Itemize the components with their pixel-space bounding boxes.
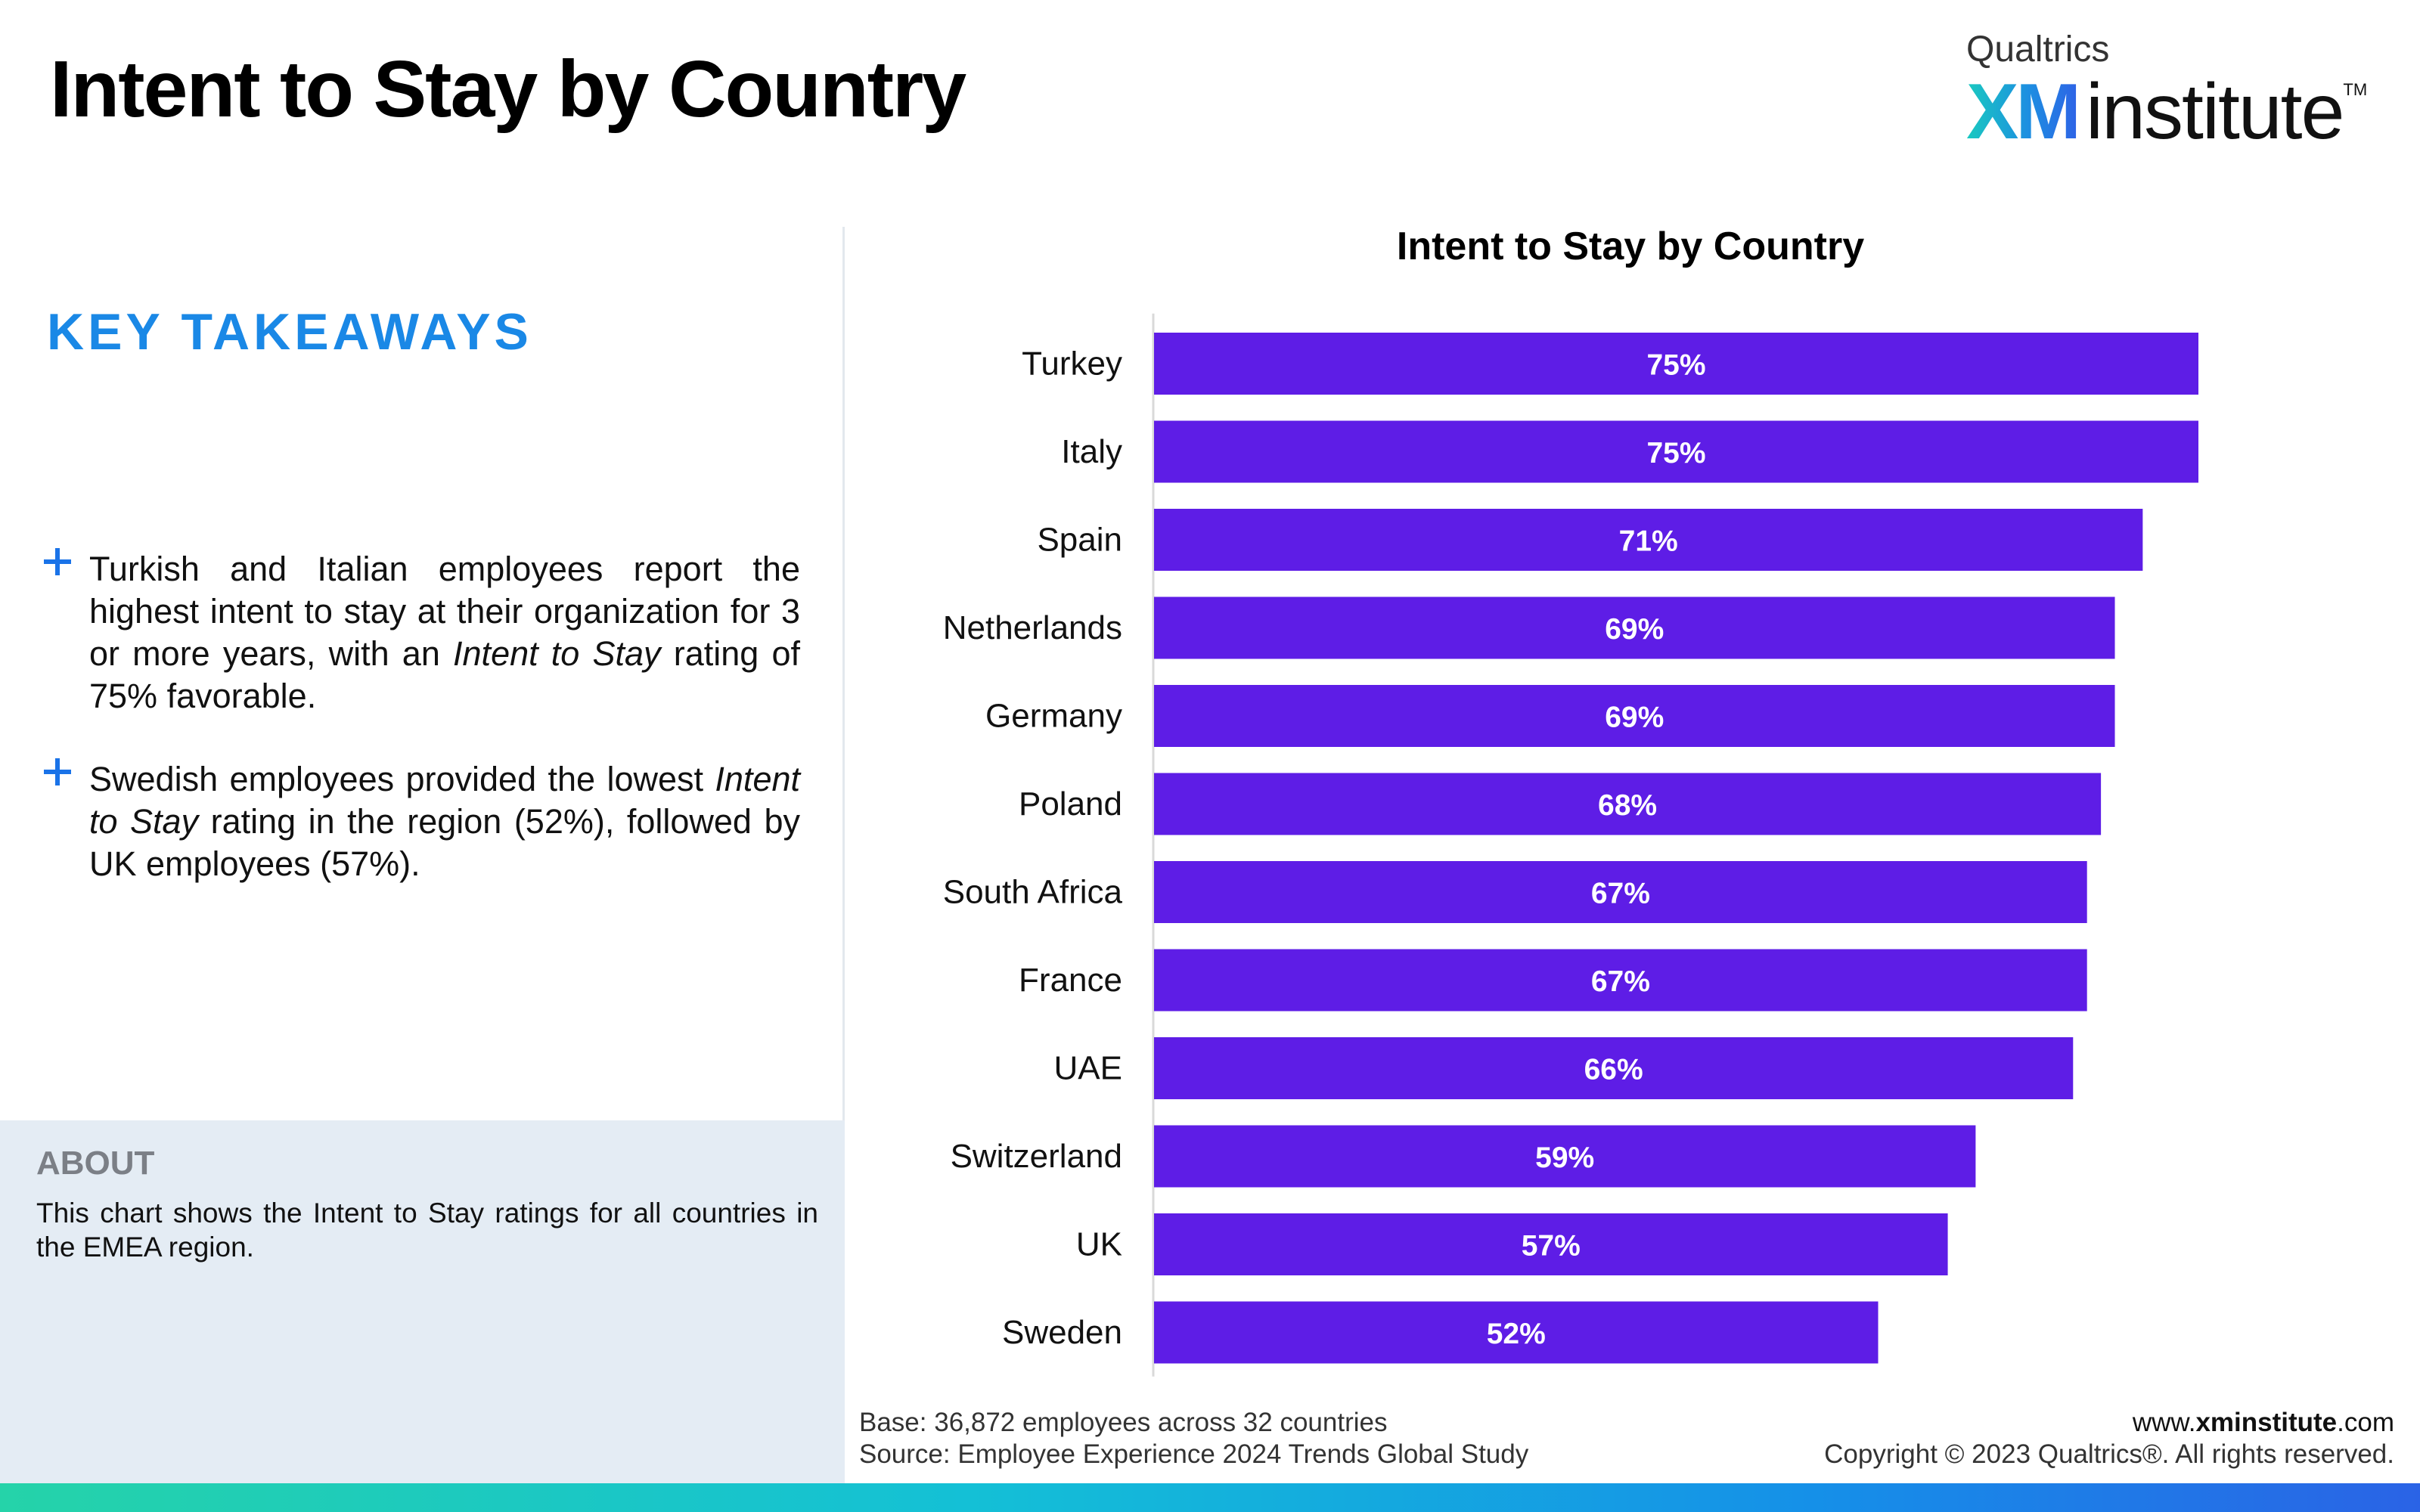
- bar: [1154, 1213, 1948, 1275]
- category-label: France: [1019, 962, 1122, 999]
- category-label: South Africa: [943, 874, 1123, 911]
- data-label: 68%: [1598, 789, 1657, 822]
- takeaway-item: Turkish and Italian employees report the…: [44, 548, 800, 717]
- data-label: 67%: [1591, 878, 1650, 910]
- site-url: www.xminstitute.com: [2133, 1408, 2394, 1438]
- logo-trademark: TM: [2343, 80, 2368, 99]
- data-label: 57%: [1522, 1230, 1581, 1263]
- key-takeaways-title: KEY TAKEAWAYS: [47, 303, 532, 361]
- category-label: Germany: [985, 698, 1122, 735]
- data-label: 66%: [1584, 1054, 1643, 1086]
- category-label: Turkey: [1022, 345, 1122, 383]
- bar: [1154, 1301, 1879, 1364]
- copyright: Copyright © 2023 Qualtrics®. All rights …: [1824, 1439, 2394, 1469]
- category-label: UAE: [1054, 1050, 1122, 1087]
- data-label: 71%: [1619, 525, 1678, 558]
- about-panel: ABOUT This chart shows the Intent to Sta…: [0, 1120, 845, 1483]
- url-prefix: www.: [2132, 1408, 2196, 1437]
- bar: [1154, 1125, 1976, 1188]
- column-divider: [842, 227, 845, 1482]
- takeaway-item: Swedish employees provided the lowest In…: [44, 758, 800, 885]
- category-label: Switzerland: [951, 1138, 1122, 1175]
- takeaway-text: Turkish and Italian employees report the…: [89, 548, 800, 717]
- category-label: UK: [1076, 1226, 1122, 1263]
- takeaway-text: Swedish employees provided the lowest In…: [89, 758, 800, 885]
- data-label: 75%: [1646, 437, 1705, 469]
- data-label: 59%: [1535, 1142, 1594, 1174]
- logo-wordmark: XMinstituteTM: [1966, 73, 2367, 151]
- bottom-gradient-band: [0, 1483, 2420, 1512]
- logo-brand: Qualtrics: [1966, 29, 2110, 70]
- bar: [1154, 685, 2115, 747]
- bar: [1154, 596, 2115, 659]
- data-label: 75%: [1646, 349, 1705, 382]
- data-label: 69%: [1605, 702, 1664, 734]
- xm-institute-logo: Qualtrics XMinstituteTM: [1966, 29, 2367, 151]
- takeaway-emphasis: Intent to Stay: [89, 760, 800, 841]
- bar: [1154, 949, 2087, 1012]
- page-title: Intent to Stay by Country: [50, 45, 966, 134]
- bar: [1154, 333, 2198, 395]
- source-note: Source: Employee Experience 2024 Trends …: [859, 1439, 1529, 1469]
- category-label: Sweden: [1002, 1314, 1122, 1351]
- chart-title: Intent to Stay by Country: [1396, 225, 1865, 268]
- data-label: 52%: [1487, 1318, 1546, 1350]
- category-label: Spain: [1037, 522, 1122, 559]
- logo-institute: institute: [2086, 68, 2344, 156]
- category-label: Italy: [1061, 433, 1122, 470]
- about-title: ABOUT: [36, 1145, 155, 1182]
- bar: [1154, 509, 2143, 571]
- category-label: Netherlands: [943, 609, 1122, 646]
- data-label: 69%: [1605, 613, 1664, 646]
- bar: [1154, 1037, 2074, 1099]
- about-text: This chart shows the Intent to Stay rati…: [36, 1198, 818, 1263]
- base-note: Base: 36,872 employees across 32 countri…: [859, 1408, 1388, 1437]
- takeaway-text-part: rating in the region (52%), followed by …: [89, 802, 800, 883]
- url-domain: xminstitute: [2195, 1408, 2338, 1437]
- takeaway-text-part: Turkish and Italian employees report the…: [89, 550, 800, 673]
- bar: [1154, 420, 2198, 483]
- plus-icon: [44, 758, 71, 785]
- takeaway-emphasis: Intent to Stay: [453, 634, 661, 673]
- category-label: Poland: [1019, 785, 1122, 823]
- bar: [1154, 773, 2102, 835]
- plus-icon: [44, 548, 71, 575]
- logo-xm: XM: [1966, 68, 2081, 156]
- takeaway-text-part: Swedish employees provided the lowest: [89, 760, 715, 798]
- bar: [1154, 861, 2087, 923]
- data-label: 67%: [1591, 965, 1650, 998]
- url-suffix: .com: [2337, 1408, 2394, 1437]
- takeaway-text-part: rating of 75% favorable.: [89, 634, 800, 715]
